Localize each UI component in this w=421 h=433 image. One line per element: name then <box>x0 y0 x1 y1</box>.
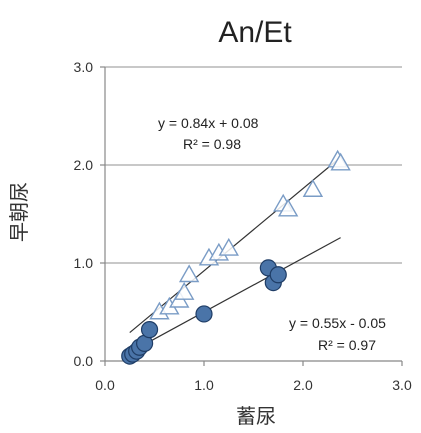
y-tick-label: 0.0 <box>74 353 94 369</box>
y-axis-label: 早朝尿 <box>7 182 31 242</box>
circle-point <box>140 321 159 339</box>
tick-labels: 0.0 1.0 2.0 3.0 0.0 1.0 2.0 3.0 <box>74 59 412 393</box>
fit-lines <box>129 156 342 353</box>
triangle-point <box>277 198 299 217</box>
circle-point <box>269 266 287 284</box>
triangle-point <box>218 237 239 256</box>
x-tick-label: 2.0 <box>293 377 313 393</box>
fit-equation-circles: y = 0.55x - 0.05 <box>289 315 386 331</box>
triangle-point <box>173 281 195 300</box>
grid-lines <box>105 66 402 264</box>
fit-r2-triangles: R² = 0.98 <box>183 136 241 152</box>
y-tick-label: 2.0 <box>74 157 94 173</box>
x-tick-label: 3.0 <box>392 377 412 393</box>
fit-equation-triangles: y = 0.84x + 0.08 <box>158 115 259 131</box>
circle-point <box>195 305 213 323</box>
annotations: y = 0.84x + 0.08 R² = 0.98 y = 0.55x - 0… <box>158 115 386 353</box>
y-tick-label: 3.0 <box>74 59 94 75</box>
triangle-point <box>178 264 200 283</box>
x-tick-label: 0.0 <box>95 377 115 393</box>
trend-line <box>129 156 342 334</box>
x-tick-label: 1.0 <box>194 377 214 393</box>
triangle-point <box>330 152 351 171</box>
fit-r2-circles: R² = 0.97 <box>318 337 376 353</box>
x-axis-label: 蓄尿 <box>236 404 276 428</box>
triangle-point <box>302 179 324 197</box>
trend-line <box>129 237 341 353</box>
data-points <box>121 149 351 365</box>
axes <box>100 66 403 366</box>
chart-title: An/Et <box>218 16 292 49</box>
y-tick-label: 1.0 <box>74 255 94 271</box>
